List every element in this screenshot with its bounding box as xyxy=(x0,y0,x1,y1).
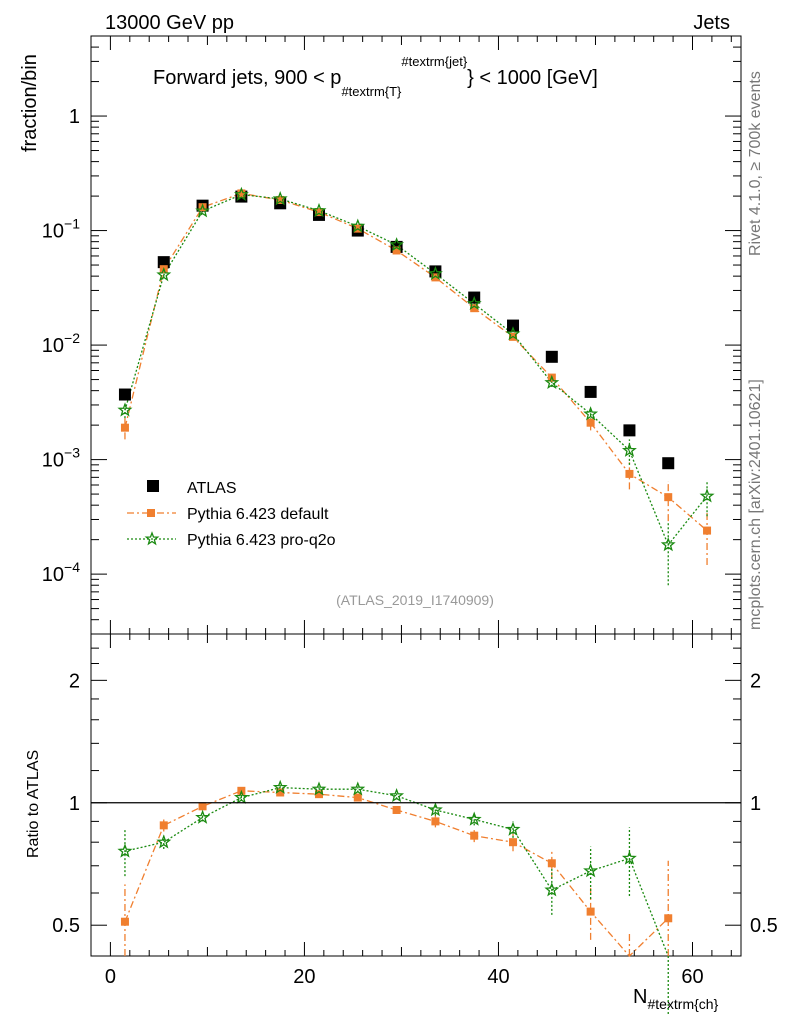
ratio-proq2o-point xyxy=(389,787,405,803)
main-proq2o-point xyxy=(156,266,172,282)
analysis-watermark: (ATLAS_2019_I1740909) xyxy=(336,592,494,608)
legend-default-label: Pythia 6.423 default xyxy=(187,506,329,523)
y-tick-label: 10−3 xyxy=(42,445,80,472)
main-proq2o-point xyxy=(389,237,405,252)
main-proq2o-point xyxy=(544,374,560,389)
y-tick-label: 10−2 xyxy=(42,330,80,357)
atlas-data-point xyxy=(118,388,131,401)
main-default-point xyxy=(237,189,246,198)
legend-proq2o-label: Pythia 6.423 pro-q2o xyxy=(187,532,336,549)
main-default-point xyxy=(431,273,440,282)
x-tick-label: 20 xyxy=(293,966,315,988)
legend: ATLAS Pythia 6.423 default Pythia 6.423 … xyxy=(127,480,336,549)
ratio-proq2o-point xyxy=(621,850,637,865)
ratio-default-point xyxy=(470,831,479,840)
ratio-proq2o-point xyxy=(466,811,482,826)
ratio-default-point xyxy=(353,793,362,802)
main-default-point xyxy=(198,203,207,212)
ratio-proq2o-point xyxy=(583,863,599,878)
ratio-default-point xyxy=(664,914,673,923)
main-proq2o-point xyxy=(660,537,676,552)
x-axis-label: N#textrm{ch} xyxy=(633,986,719,1012)
ratio-default-point xyxy=(276,788,285,797)
chart-title: Forward jets, 900 < p#textrm{T}#textrm{j… xyxy=(153,54,598,99)
ratio-y-tick-label: 2 xyxy=(69,670,80,692)
ratio-proq2o-point xyxy=(505,821,521,836)
main-default-point xyxy=(314,208,323,217)
y-tick-label: 1 xyxy=(69,106,80,128)
main-proq2o-point xyxy=(311,202,327,218)
main-proq2o-point xyxy=(466,295,482,310)
ratio-panel-frame xyxy=(90,633,742,957)
atlas-data-point xyxy=(584,385,597,398)
jets-label: Jets xyxy=(693,12,730,34)
y-tick-label: 10−1 xyxy=(42,216,80,243)
main-proq2o-point xyxy=(195,203,211,218)
ratio-y-axis-label: Ratio to ATLAS xyxy=(25,750,42,858)
ratio-default-point xyxy=(586,907,595,916)
ratio-series-line xyxy=(124,786,669,957)
main-proq2o-point xyxy=(350,218,366,233)
ratio-default-point xyxy=(120,917,129,926)
ratio-y-tick-label: 0.5 xyxy=(52,915,80,937)
main-default-point xyxy=(586,418,595,427)
energy-label: 13000 GeV pp xyxy=(105,12,234,34)
ratio-y-tick-label: 1 xyxy=(69,793,80,815)
ratio-default-point xyxy=(392,805,401,814)
legend-default-marker xyxy=(147,509,155,517)
x-tick-label: 0 xyxy=(105,966,116,988)
main-default-point xyxy=(664,493,673,502)
atlas-data-point xyxy=(623,424,636,437)
main-proq2o-point xyxy=(621,442,637,457)
main-proq2o-point xyxy=(233,186,249,202)
ratio-default-point xyxy=(547,859,556,868)
ratio-default-point xyxy=(159,821,168,830)
ratio-y-tick-label-right: 1 xyxy=(750,793,761,815)
y-axis-label: fraction/bin xyxy=(19,54,41,152)
ratio-proq2o-point xyxy=(427,802,443,817)
main-default-point xyxy=(470,304,479,313)
main-default-point xyxy=(392,246,401,255)
main-series-line xyxy=(124,192,708,532)
main-proq2o-point xyxy=(272,191,288,206)
atlas-data-point xyxy=(662,457,675,470)
ratio-proq2o-point xyxy=(544,882,560,897)
ratio-default-point xyxy=(431,817,440,826)
ratio-proq2o-point xyxy=(233,789,249,804)
main-proq2o-point xyxy=(427,265,443,281)
main-default-point xyxy=(625,469,634,478)
ratio-default-point xyxy=(198,802,207,811)
atlas-data-point xyxy=(157,256,170,269)
atlas-data-point xyxy=(507,319,520,332)
ratio-proq2o-point xyxy=(272,779,288,794)
ratio-proq2o-point xyxy=(311,781,327,796)
main-proq2o-point xyxy=(505,326,521,341)
main-proq2o-point xyxy=(699,488,715,503)
atlas-data-point xyxy=(545,350,558,363)
ratio-default-point xyxy=(509,838,518,847)
mcplots-label: mcplots.cern.ch [arXiv:2401.10621] xyxy=(747,379,764,630)
legend-proq2o-marker xyxy=(144,531,160,546)
ratio-proq2o-point xyxy=(350,781,366,796)
main-proq2o-point xyxy=(117,402,133,417)
x-tick-label: 40 xyxy=(487,966,509,988)
main-default-point xyxy=(703,526,712,535)
ratio-proq2o-point xyxy=(117,843,133,858)
ratio-proq2o-point xyxy=(195,809,211,824)
main-default-point xyxy=(120,423,129,432)
ratio-proq2o-point xyxy=(156,834,172,849)
y-tick-label: 10−4 xyxy=(42,559,80,586)
main-series-line xyxy=(124,193,708,547)
x-tick-label: 60 xyxy=(681,966,703,988)
legend-atlas-marker xyxy=(147,480,159,492)
main-proq2o-point xyxy=(583,406,599,421)
ratio-default-point xyxy=(314,790,323,799)
ratio-y-tick-label-right: 0.5 xyxy=(750,915,778,937)
ratio-y-tick-label-right: 2 xyxy=(750,670,761,692)
legend-atlas-label: ATLAS xyxy=(187,480,237,497)
main-default-point xyxy=(276,195,285,204)
rivet-label: Rivet 4.1.0, ≥ 700k events xyxy=(747,71,764,256)
